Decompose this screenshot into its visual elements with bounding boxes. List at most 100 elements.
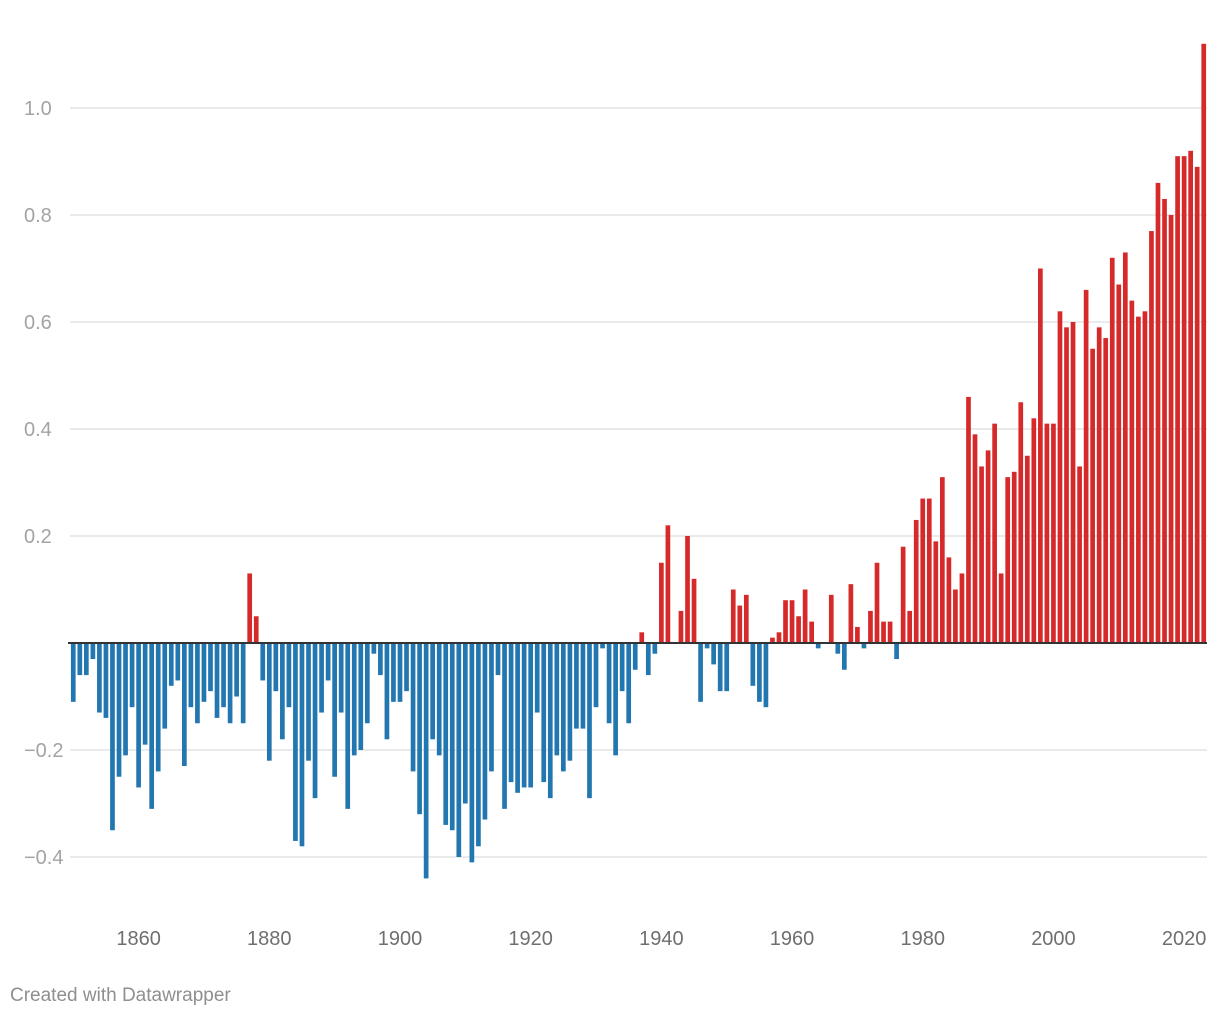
- bar: [1077, 466, 1082, 643]
- credit-text: Created with Datawrapper: [10, 985, 231, 1006]
- bar: [835, 643, 841, 654]
- bar: [645, 643, 651, 676]
- bar: [1201, 43, 1207, 644]
- bar: [449, 643, 455, 831]
- bar: [659, 562, 664, 643]
- bar: [619, 643, 625, 692]
- bar: [861, 643, 867, 649]
- bar: [443, 643, 449, 825]
- bar: [273, 643, 279, 692]
- bar: [933, 541, 939, 643]
- bar: [789, 600, 795, 643]
- bar: [737, 605, 743, 643]
- bar: [358, 643, 364, 750]
- bar: [1031, 418, 1037, 643]
- bar: [783, 600, 788, 643]
- bar: [972, 434, 978, 643]
- bar: [717, 643, 723, 692]
- bar: [142, 643, 148, 745]
- bar: [162, 643, 168, 729]
- bar: [332, 643, 337, 777]
- bar: [541, 643, 547, 783]
- bar: [1011, 471, 1017, 643]
- bar: [652, 643, 658, 654]
- x-tick-label: 1960: [770, 928, 815, 950]
- bar: [364, 643, 370, 724]
- bar: [1122, 252, 1128, 643]
- bar: [632, 643, 638, 670]
- bar: [998, 573, 1004, 643]
- bar: [953, 589, 958, 643]
- bar: [90, 643, 96, 660]
- bar: [796, 616, 801, 643]
- bar: [214, 643, 220, 718]
- bar: [1116, 284, 1122, 643]
- bar: [515, 643, 520, 793]
- bars: [70, 43, 1207, 879]
- bar: [70, 643, 76, 702]
- bar: [227, 643, 233, 724]
- bar: [391, 643, 396, 702]
- bar: [293, 643, 298, 841]
- bar: [253, 616, 259, 643]
- bar: [469, 643, 475, 863]
- x-tick-label: 1920: [508, 928, 553, 950]
- bar: [77, 643, 83, 676]
- bar: [482, 643, 488, 820]
- bar: [900, 546, 906, 643]
- x-tick-label: 2020: [1162, 928, 1207, 950]
- bar: [606, 643, 612, 724]
- bar: [155, 643, 161, 772]
- bar: [626, 643, 632, 724]
- bar: [828, 594, 834, 643]
- bar: [1129, 300, 1135, 643]
- bar: [286, 643, 292, 708]
- bar: [397, 643, 403, 702]
- bar: [280, 643, 285, 740]
- bar: [306, 643, 311, 761]
- bar: [110, 643, 115, 831]
- x-tick-label: 1940: [639, 928, 684, 950]
- bar: [325, 643, 331, 681]
- bar: [528, 643, 534, 788]
- bar: [855, 626, 860, 643]
- bar: [1188, 150, 1194, 644]
- bar: [920, 498, 926, 643]
- bar: [1136, 316, 1141, 643]
- bar: [1155, 182, 1161, 643]
- bar: [574, 643, 579, 729]
- bar: [521, 643, 527, 788]
- bar: [698, 643, 703, 702]
- bar: [260, 643, 266, 681]
- bar: [182, 643, 187, 767]
- bar: [776, 632, 782, 643]
- bar: [534, 643, 540, 713]
- bar: [887, 621, 893, 643]
- bar: [430, 643, 436, 740]
- bar: [1181, 156, 1187, 643]
- bar: [1168, 215, 1174, 643]
- bar: [743, 594, 749, 643]
- bar: [815, 643, 821, 649]
- bar: [1005, 477, 1011, 643]
- bar: [926, 498, 932, 643]
- bar: [508, 643, 514, 783]
- bar: [312, 643, 318, 799]
- bar: [881, 621, 886, 643]
- x-tick-label: 1980: [901, 928, 946, 950]
- bar: [894, 643, 899, 660]
- bar: [567, 643, 573, 761]
- bar: [763, 643, 769, 708]
- bar: [319, 643, 324, 713]
- bar: [757, 643, 762, 702]
- bar: [371, 643, 377, 654]
- bar: [1103, 338, 1109, 643]
- bar: [1083, 289, 1089, 643]
- bar: [1057, 311, 1063, 643]
- bar: [809, 621, 815, 643]
- bar: [1194, 166, 1200, 643]
- bar: [992, 423, 997, 643]
- bar: [266, 643, 272, 761]
- bar: [1044, 423, 1050, 643]
- bar: [613, 643, 618, 756]
